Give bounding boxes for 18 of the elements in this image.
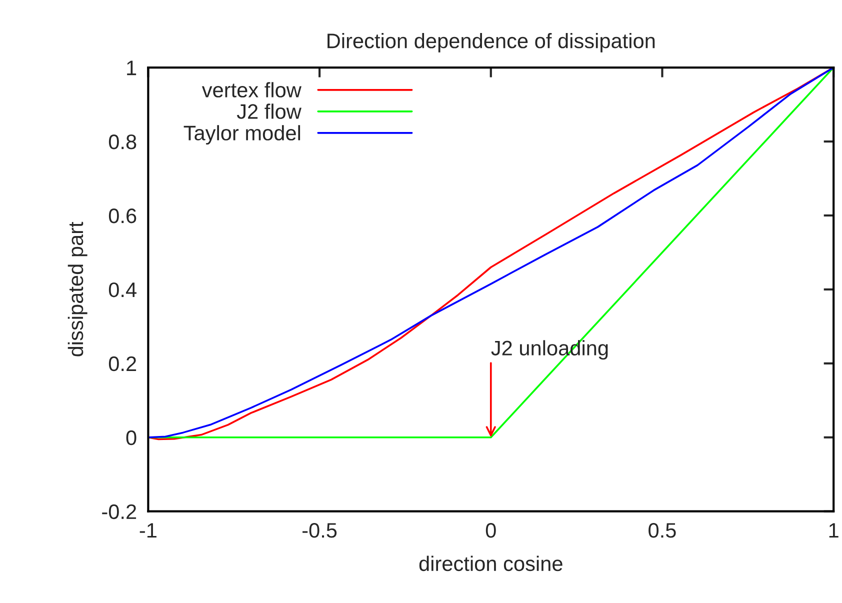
y-axis-title: dissipated part [68, 222, 88, 356]
y-tick-label: 0.2 [108, 356, 136, 372]
legend-label: J2 flow [236, 104, 302, 119]
y-tick-label: 0.4 [108, 282, 136, 298]
legend-label: Taylor model [184, 125, 300, 145]
chart-title: Direction dependence of dissipation [328, 32, 655, 52]
x-axis-title: direction cosine [419, 556, 562, 572]
y-tick-label: 0.6 [108, 208, 136, 224]
y-tick-label: -0.2 [102, 504, 136, 520]
x-tick-label: 0.5 [648, 523, 676, 538]
y-tick-label: 0 [126, 430, 136, 446]
x-tick-label: 0 [486, 523, 496, 538]
y-tick-label: 0.8 [108, 134, 136, 150]
x-tick-label: -0.5 [302, 523, 337, 538]
x-tick-label: 1 [829, 523, 838, 538]
x-tick-label: -1 [140, 523, 156, 538]
legend-label: vertex flow [202, 82, 302, 98]
y-tick-label: 1 [127, 60, 136, 76]
